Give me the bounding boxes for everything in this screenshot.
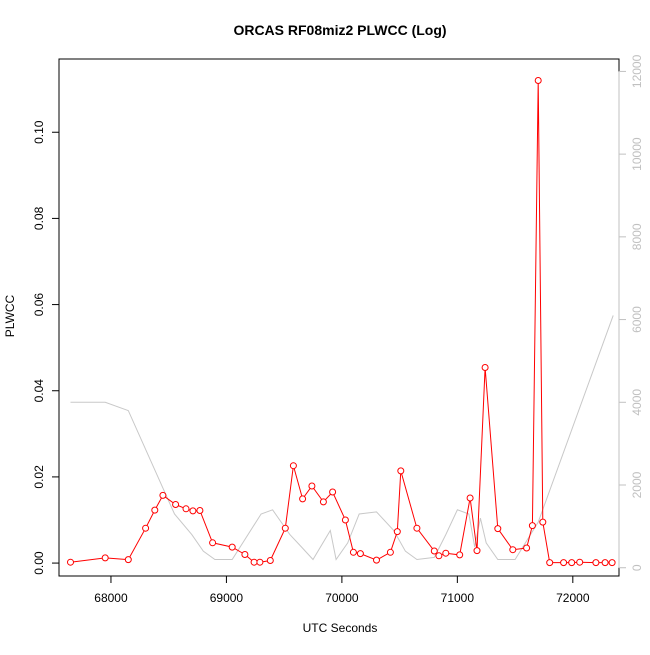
data-point <box>576 558 584 566</box>
data-point <box>250 558 258 566</box>
data-point <box>534 77 542 84</box>
primary-series-layer <box>67 77 616 567</box>
y-tick-label: 0.08 <box>32 206 46 230</box>
secondary-series-layer <box>70 315 614 561</box>
data-point <box>228 543 236 551</box>
data-point <box>539 518 547 526</box>
data-point <box>494 525 502 533</box>
x-tick-label: 69000 <box>210 591 244 605</box>
x-tick-label: 70000 <box>325 591 359 605</box>
data-point <box>209 539 217 547</box>
y-tick-label: 0.02 <box>32 465 46 489</box>
data-point <box>189 507 197 515</box>
y-axis-label: PLWCC <box>3 294 17 337</box>
data-point <box>442 549 450 557</box>
data-point <box>256 558 264 566</box>
data-point <box>435 552 443 560</box>
y-axis: 0.00 0.02 0.04 0.06 0.08 0.10 <box>32 120 60 575</box>
secondary-y-tick-label: 10000 <box>630 137 644 171</box>
data-point <box>528 522 536 530</box>
data-point <box>182 505 190 513</box>
y-tick-label: 0.10 <box>32 120 46 144</box>
data-point <box>592 559 600 567</box>
secondary-series-line <box>70 315 614 561</box>
data-point <box>159 491 167 499</box>
y-tick-label: 0.00 <box>32 551 46 575</box>
data-point <box>473 547 481 555</box>
data-point <box>509 546 517 554</box>
secondary-y-tick-label: 6000 <box>630 306 644 333</box>
x-tick-label: 71000 <box>441 591 475 605</box>
secondary-y-tick-label: 8000 <box>630 223 644 250</box>
data-point <box>241 551 249 558</box>
data-point <box>196 507 204 514</box>
data-point <box>397 467 405 475</box>
chart-title: ORCAS RF08miz2 PLWCC (Log) <box>233 22 446 38</box>
data-point <box>393 528 401 536</box>
secondary-y-axis: 0 2000 4000 6000 8000 10000 12000 <box>618 54 644 571</box>
data-point <box>101 554 109 562</box>
data-point <box>151 506 159 514</box>
x-axis: 68000 69000 70000 71000 72000 <box>94 575 590 605</box>
data-point <box>172 501 180 508</box>
data-point <box>308 482 316 490</box>
data-point <box>341 516 349 524</box>
x-tick-label: 72000 <box>556 591 590 605</box>
secondary-y-tick-label: 12000 <box>630 54 644 88</box>
data-point <box>289 462 297 470</box>
y-tick-label: 0.04 <box>32 379 46 403</box>
x-tick-label: 68000 <box>94 591 128 605</box>
data-point <box>142 524 150 532</box>
data-point <box>481 364 489 371</box>
x-axis-label: UTC Seconds <box>303 621 378 635</box>
data-point <box>386 548 394 556</box>
y-tick-label: 0.06 <box>32 293 46 317</box>
data-point <box>466 494 474 502</box>
data-point <box>523 544 531 552</box>
secondary-y-tick-label: 4000 <box>630 389 644 416</box>
data-point <box>329 488 337 496</box>
data-point <box>608 559 616 567</box>
data-point <box>67 558 74 566</box>
data-point <box>546 559 554 567</box>
data-point <box>456 551 464 559</box>
data-point <box>601 559 609 567</box>
data-point <box>413 524 421 532</box>
data-point <box>373 556 380 564</box>
secondary-y-tick-label: 0 <box>630 564 644 571</box>
data-point <box>560 559 568 567</box>
data-point <box>568 559 576 567</box>
data-point <box>319 498 327 506</box>
data-point <box>266 557 274 564</box>
data-point <box>349 548 357 556</box>
data-point <box>299 495 307 503</box>
data-point <box>281 524 289 532</box>
secondary-y-tick-label: 2000 <box>630 471 644 498</box>
data-point <box>356 550 364 558</box>
data-point <box>124 556 132 564</box>
data-point <box>430 547 438 555</box>
